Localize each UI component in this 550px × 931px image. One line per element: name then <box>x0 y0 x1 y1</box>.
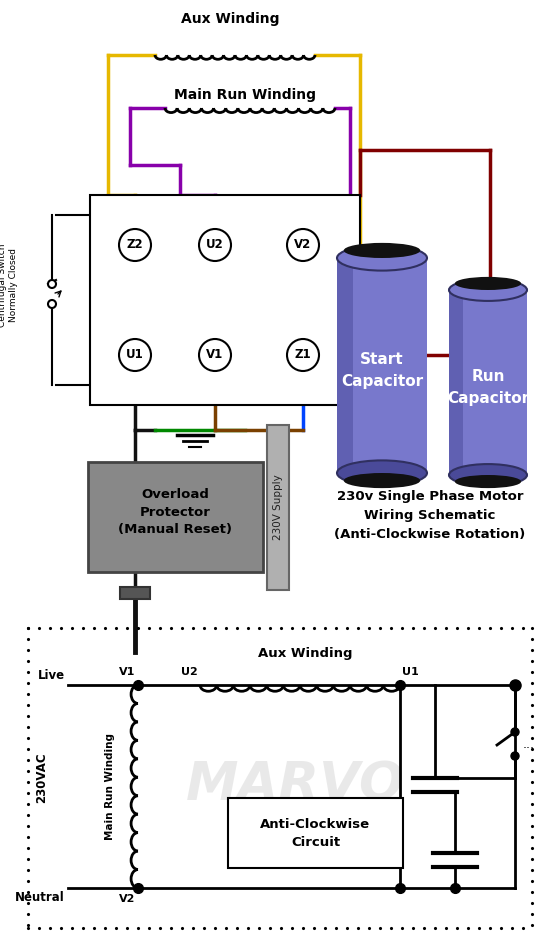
Text: MARVO: MARVO <box>185 759 404 811</box>
Bar <box>337 258 427 473</box>
Text: Overload
Protector
(Manual Reset): Overload Protector (Manual Reset) <box>118 488 233 536</box>
Bar <box>88 462 263 572</box>
Text: V1: V1 <box>119 667 135 677</box>
Text: U2: U2 <box>206 238 224 251</box>
Bar <box>120 587 150 599</box>
Circle shape <box>287 229 319 261</box>
Ellipse shape <box>455 475 521 488</box>
Circle shape <box>199 339 231 371</box>
Text: Anti-Clockwise
Circuit: Anti-Clockwise Circuit <box>261 817 371 848</box>
Text: V2: V2 <box>294 238 312 251</box>
Text: Z1: Z1 <box>295 348 311 361</box>
Text: V1: V1 <box>206 348 224 361</box>
Text: Centrifugal Switch
Normally Closed: Centrifugal Switch Normally Closed <box>0 243 18 327</box>
Text: U1: U1 <box>126 348 144 361</box>
Ellipse shape <box>344 243 420 258</box>
Circle shape <box>199 229 231 261</box>
Bar <box>228 798 403 868</box>
Text: Main Run Winding: Main Run Winding <box>174 88 316 102</box>
Circle shape <box>48 280 56 288</box>
Ellipse shape <box>455 277 521 290</box>
Text: Z2: Z2 <box>126 238 144 251</box>
Text: 230V Supply: 230V Supply <box>273 475 283 540</box>
Bar <box>337 258 353 473</box>
Bar <box>90 195 360 405</box>
Circle shape <box>119 229 151 261</box>
Text: Main Run Winding: Main Run Winding <box>105 733 115 840</box>
Circle shape <box>119 339 151 371</box>
Text: MARVO: MARVO <box>138 309 402 371</box>
Ellipse shape <box>449 279 527 301</box>
Text: U2: U2 <box>182 667 198 677</box>
Circle shape <box>511 728 519 736</box>
Bar <box>449 290 463 475</box>
Circle shape <box>511 752 519 760</box>
Circle shape <box>48 300 56 308</box>
Text: Aux Winding: Aux Winding <box>258 647 352 660</box>
Text: Start
Capacitor: Start Capacitor <box>341 352 423 389</box>
Text: Live: Live <box>38 669 65 682</box>
Circle shape <box>287 339 319 371</box>
Text: Run
Capacitor: Run Capacitor <box>447 369 529 406</box>
Text: V2: V2 <box>119 894 135 904</box>
Ellipse shape <box>344 473 420 488</box>
Bar <box>449 290 527 475</box>
Text: ...: ... <box>523 737 535 750</box>
Text: Aux Winding: Aux Winding <box>181 12 279 26</box>
Ellipse shape <box>449 464 527 486</box>
Text: 230v Single Phase Motor
Wiring Schematic
(Anti-Clockwise Rotation): 230v Single Phase Motor Wiring Schematic… <box>334 490 526 541</box>
Bar <box>267 425 289 590</box>
Ellipse shape <box>337 461 427 486</box>
Ellipse shape <box>337 246 427 271</box>
Text: 230VAC: 230VAC <box>36 752 48 803</box>
Text: U1: U1 <box>402 667 419 677</box>
Text: Neutral: Neutral <box>15 891 65 904</box>
